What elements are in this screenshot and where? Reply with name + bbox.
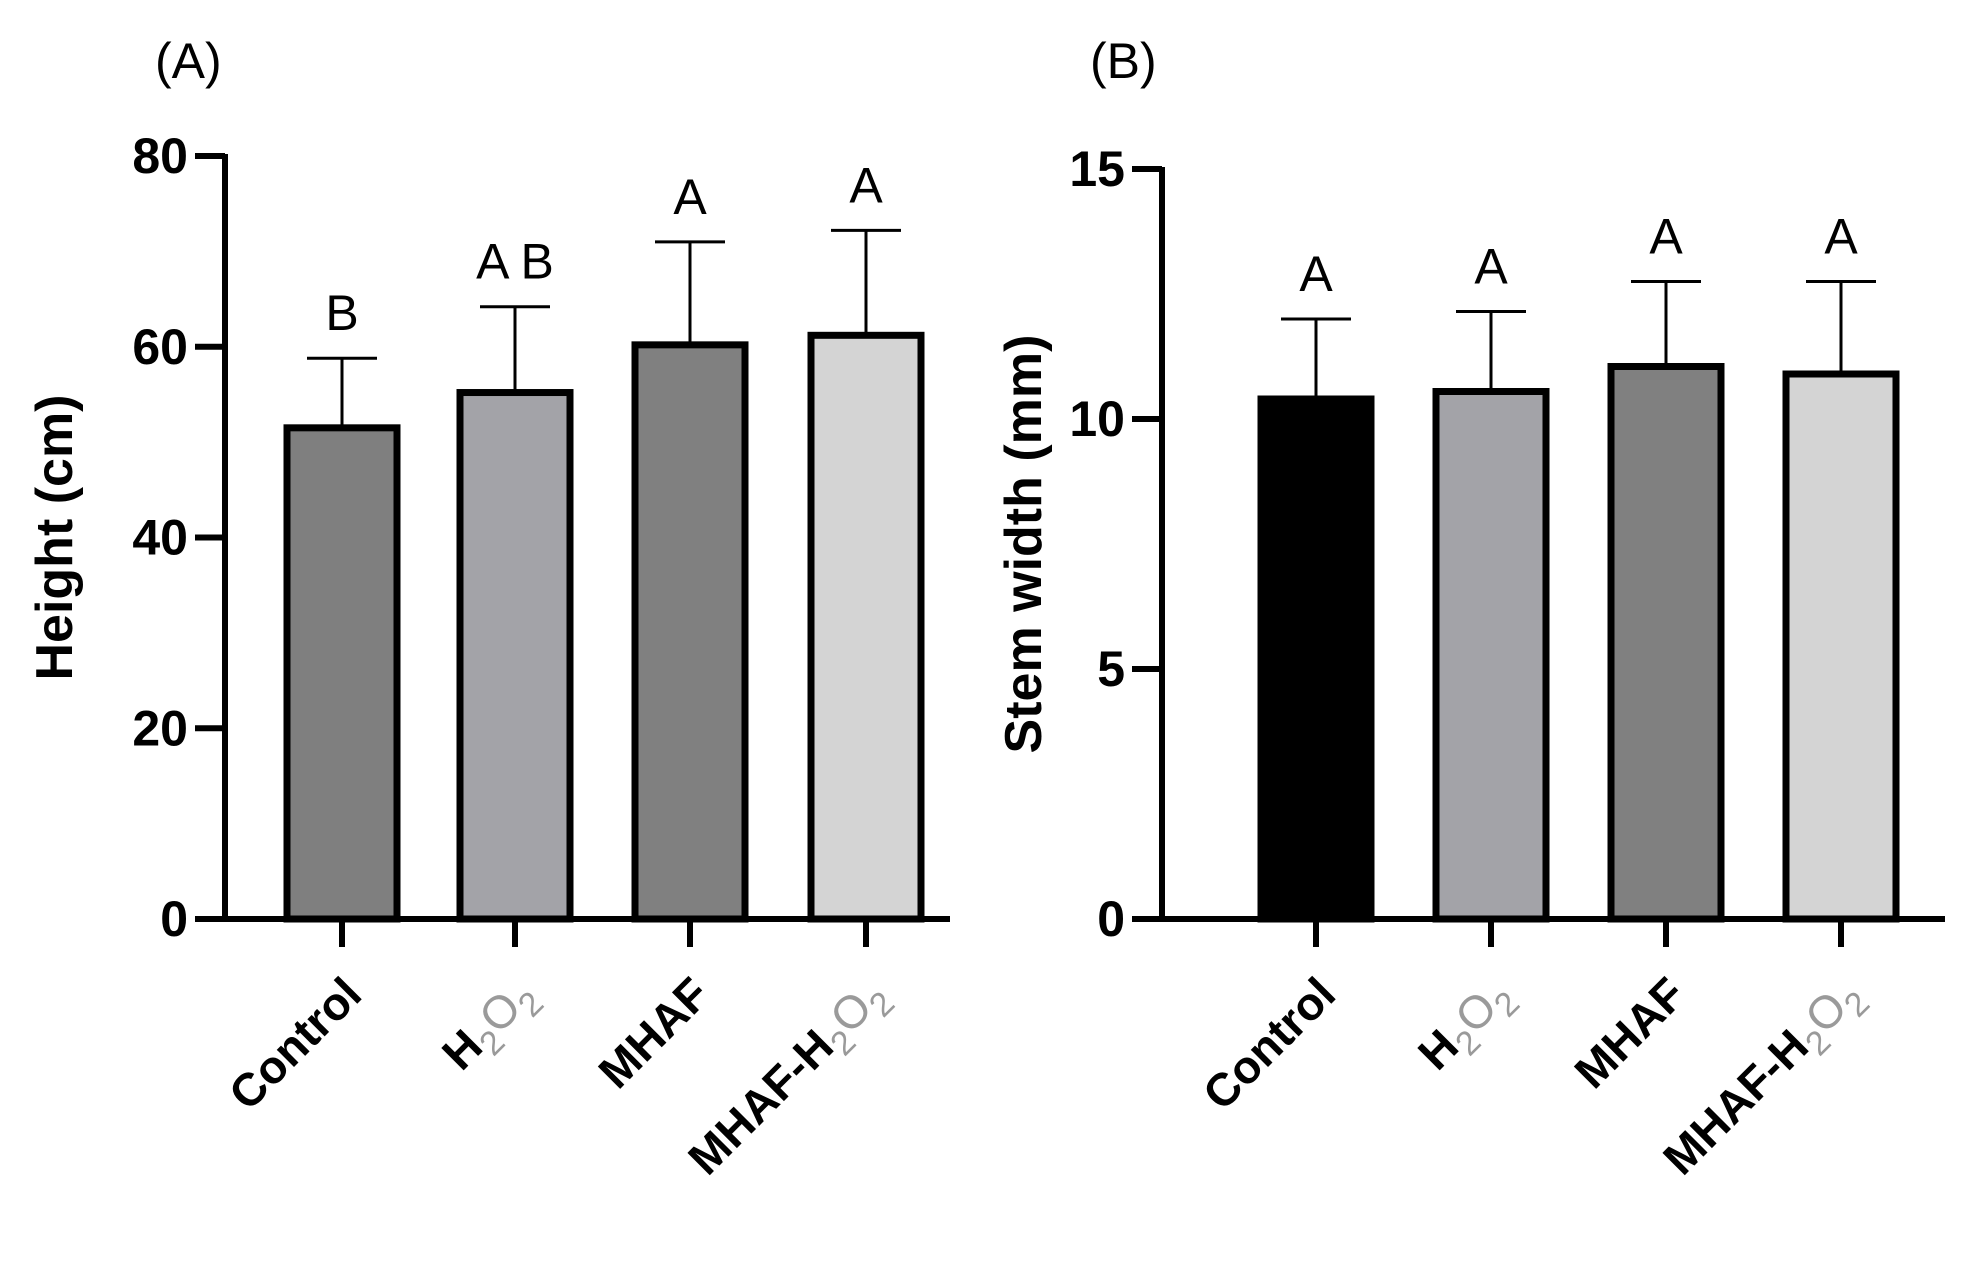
panel-label: (B) <box>1090 33 1157 89</box>
y-tick-label: 20 <box>132 700 188 756</box>
significance-letter: A B <box>476 234 554 290</box>
y-axis-title: Height (cm) <box>26 395 84 681</box>
y-tick-label: 0 <box>160 891 188 947</box>
x-tick-label: Control <box>1193 967 1345 1119</box>
significance-letter: A <box>1474 239 1508 295</box>
significance-letter: A <box>673 169 707 225</box>
bar-mhaf <box>631 341 749 923</box>
y-tick-label: 40 <box>132 510 188 566</box>
x-tick-label: MHAF <box>588 967 719 1098</box>
bar-h2o2 <box>456 389 574 923</box>
significance-letter: A <box>1649 209 1683 265</box>
bar-mhaf-h2o2 <box>807 331 925 923</box>
panel-a: (A) Height (cm) B A B A A 0 20 40 60 80 Control H2O2… <box>26 33 950 1184</box>
y-tick-label: 5 <box>1097 641 1125 697</box>
significance-letter: B <box>325 285 358 341</box>
y-tick-label: 80 <box>132 128 188 184</box>
y-tick-label: 10 <box>1069 391 1125 447</box>
significance-letter: A <box>1824 209 1858 265</box>
significance-letter: A <box>849 157 883 213</box>
y-tick-label: 0 <box>1097 891 1125 947</box>
y-tick-label: 15 <box>1069 141 1125 197</box>
panel-label: (A) <box>155 33 222 89</box>
x-tick-label: H2O2 <box>1408 967 1527 1086</box>
bar-mhaf-h2o2 <box>1782 370 1900 923</box>
x-tick-label: H2O2 <box>432 967 551 1086</box>
bar-h2o2 <box>1432 388 1550 923</box>
bar-control <box>283 424 401 923</box>
x-tick-label: Control <box>219 967 371 1119</box>
bar-control <box>1257 395 1375 923</box>
y-tick-label: 60 <box>132 319 188 375</box>
y-axis-title: Stem width (mm) <box>995 335 1053 754</box>
bar-mhaf <box>1607 363 1725 923</box>
x-tick-label: MHAF <box>1564 967 1695 1098</box>
panel-b: (B) Stem width (mm) A A A A 0 5 10 15 Control H2O2 M… <box>995 33 1945 1184</box>
significance-letter: A <box>1299 246 1333 302</box>
